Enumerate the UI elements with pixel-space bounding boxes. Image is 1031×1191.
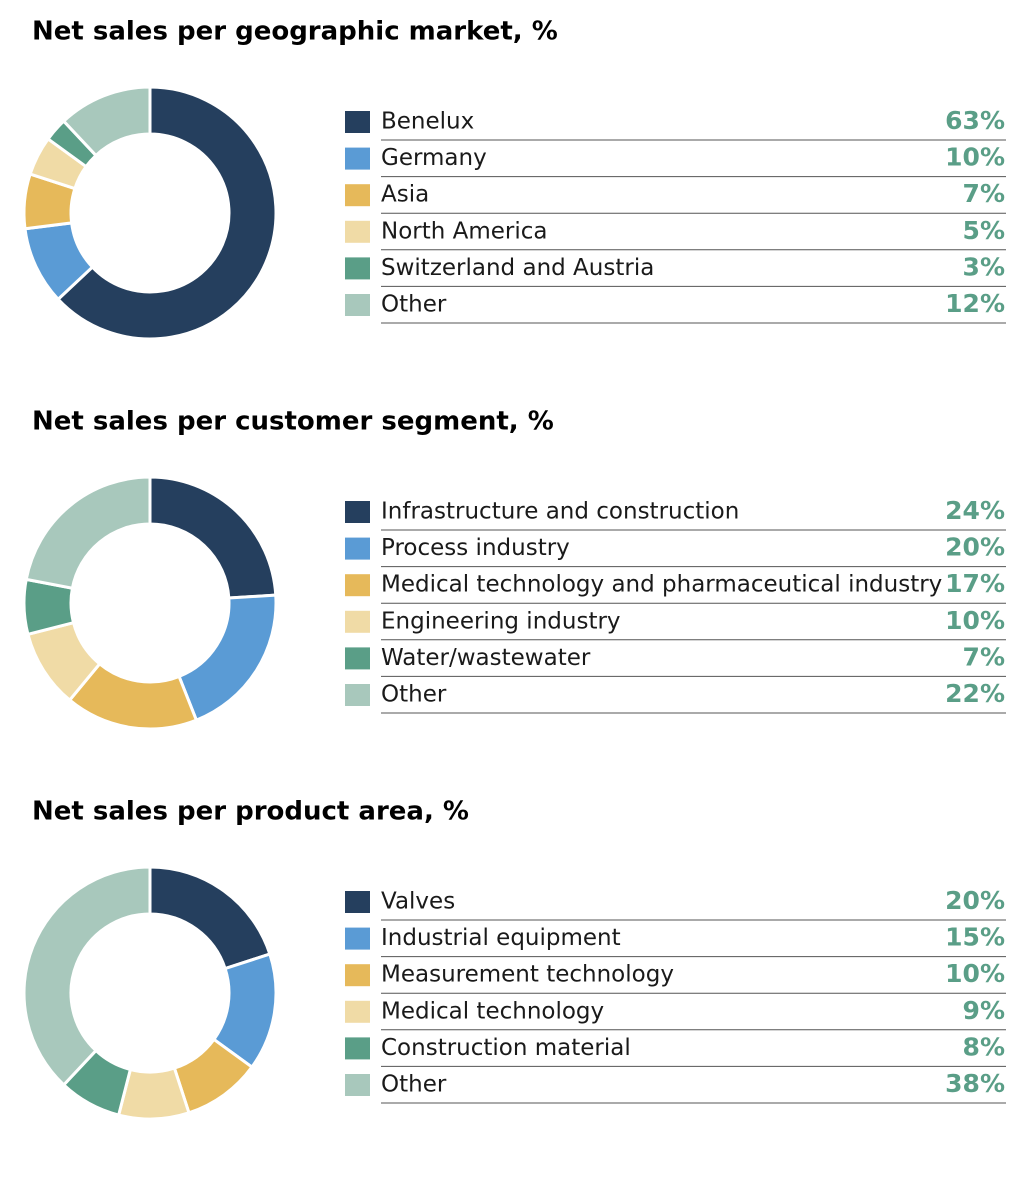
chart-title: Net sales per geographic market, %	[32, 17, 558, 47]
value-label: 5%	[963, 216, 1005, 245]
legend-label: Medical technology	[381, 998, 604, 1024]
value-label: 17%	[945, 569, 1005, 598]
legend-swatch	[345, 1000, 370, 1023]
legend-swatch	[345, 964, 370, 987]
chart-title: Net sales per customer segment, %	[32, 407, 554, 437]
value-label: 7%	[963, 179, 1005, 208]
donut-slice	[22, 865, 152, 1087]
legend-swatch	[345, 257, 370, 280]
value-label: 12%	[945, 289, 1005, 318]
legend-swatch	[345, 574, 370, 597]
legend-swatch	[345, 220, 370, 243]
value-label: 3%	[963, 252, 1005, 281]
value-label: 10%	[945, 959, 1005, 988]
legend-swatch	[345, 501, 370, 523]
legend-label: Infrastructure and construction	[381, 499, 739, 525]
legend-label: Engineering industry	[381, 608, 621, 634]
legend-swatch	[345, 891, 370, 913]
legend-swatch	[345, 927, 370, 950]
legend-swatch	[345, 111, 370, 133]
legend-swatch	[345, 147, 370, 170]
legend-label: Medical technology and pharmaceutical in…	[381, 572, 942, 598]
legend-label: Other	[381, 1072, 447, 1098]
value-label: 24%	[945, 496, 1005, 525]
legend-label: Process industry	[381, 535, 570, 561]
value-label: 7%	[963, 642, 1005, 671]
legend-label: Construction material	[381, 1035, 631, 1061]
legend-label: Other	[381, 682, 447, 708]
donut-slice	[61, 85, 152, 158]
legend-swatch	[345, 1074, 370, 1096]
legend-label: Asia	[381, 182, 429, 208]
value-label: 20%	[945, 533, 1005, 562]
value-label: 10%	[945, 606, 1005, 635]
legend-swatch	[345, 294, 370, 316]
legend-label: Water/wastewater	[381, 645, 591, 671]
legend-label: Benelux	[381, 109, 474, 135]
value-label: 9%	[963, 996, 1005, 1025]
donut-slice	[148, 475, 278, 600]
legend-swatch	[345, 537, 370, 560]
legend-swatch	[345, 647, 370, 670]
legend-label: Germany	[381, 145, 487, 171]
legend-label: Measurement technology	[381, 962, 674, 988]
donut-slice	[24, 475, 152, 590]
value-label: 15%	[945, 923, 1005, 952]
value-label: 10%	[945, 143, 1005, 172]
value-label: 20%	[945, 886, 1005, 915]
chart-title: Net sales per product area, %	[32, 797, 469, 827]
legend-label: Valves	[381, 889, 455, 915]
legend-swatch	[345, 1037, 370, 1060]
legend-label: North America	[381, 218, 548, 244]
value-label: 63%	[945, 106, 1005, 135]
donut-slice	[148, 865, 272, 971]
legend-label: Switzerland and Austria	[381, 255, 654, 281]
value-label: 22%	[945, 679, 1005, 708]
legend-swatch	[345, 684, 370, 706]
legend-label: Other	[381, 292, 447, 318]
value-label: 38%	[945, 1069, 1005, 1098]
legend-swatch	[345, 184, 370, 207]
legend-label: Industrial equipment	[381, 925, 621, 951]
donut-slice	[56, 85, 278, 341]
donut-slice	[177, 593, 278, 723]
value-label: 8%	[963, 1032, 1005, 1061]
legend-swatch	[345, 610, 370, 633]
